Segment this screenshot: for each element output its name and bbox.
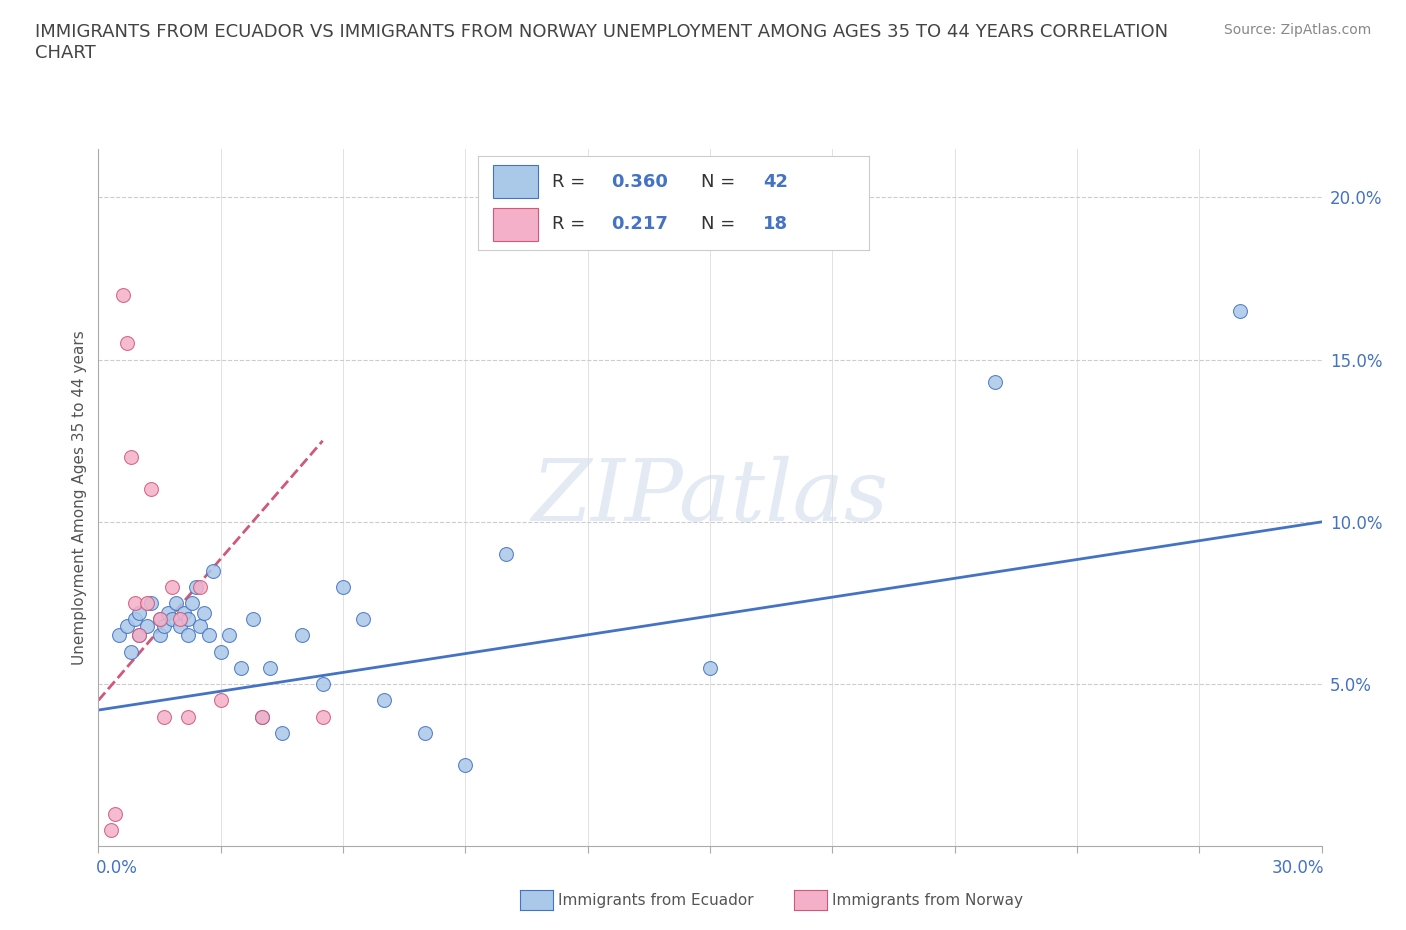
Point: [128, 628, 150, 643]
Point: [218, 628, 240, 643]
Point: [332, 579, 354, 594]
Point: [197, 628, 219, 643]
Point: [231, 660, 253, 675]
Point: [120, 449, 142, 464]
Point: [209, 693, 232, 708]
Point: [141, 482, 163, 497]
Point: [100, 823, 122, 838]
Point: [186, 579, 208, 594]
Text: CHART: CHART: [35, 44, 96, 61]
Point: [173, 605, 195, 620]
Point: [193, 605, 215, 620]
Point: [312, 709, 335, 724]
Point: [120, 644, 142, 659]
Text: 0.0%: 0.0%: [96, 858, 138, 877]
Point: [136, 595, 159, 610]
Point: [291, 628, 314, 643]
Point: [250, 709, 273, 724]
Point: [177, 628, 200, 643]
Point: [124, 595, 146, 610]
Point: [259, 660, 281, 675]
Point: [108, 628, 131, 643]
Point: [141, 595, 163, 610]
Point: [1229, 303, 1251, 318]
Point: [152, 618, 174, 633]
Text: IMMIGRANTS FROM ECUADOR VS IMMIGRANTS FROM NORWAY UNEMPLOYMENT AMONG AGES 35 TO : IMMIGRANTS FROM ECUADOR VS IMMIGRANTS FR…: [35, 23, 1168, 41]
Point: [413, 725, 436, 740]
Point: [160, 579, 183, 594]
Point: [124, 612, 146, 627]
Point: [201, 563, 224, 578]
Point: [250, 709, 273, 724]
Point: [104, 806, 127, 821]
Text: Source: ZipAtlas.com: Source: ZipAtlas.com: [1223, 23, 1371, 37]
Text: Immigrants from Ecuador: Immigrants from Ecuador: [558, 893, 754, 908]
Point: [495, 547, 517, 562]
Point: [188, 579, 212, 594]
Point: [699, 660, 721, 675]
Point: [352, 612, 374, 627]
Point: [181, 595, 204, 610]
Point: [177, 612, 200, 627]
Text: ZIPatlas: ZIPatlas: [531, 457, 889, 538]
Point: [454, 758, 477, 773]
Point: [128, 605, 150, 620]
Point: [128, 628, 150, 643]
Point: [152, 709, 174, 724]
Point: [188, 618, 212, 633]
Point: [242, 612, 264, 627]
Point: [270, 725, 294, 740]
Point: [115, 618, 138, 633]
Text: 30.0%: 30.0%: [1271, 858, 1324, 877]
Text: Immigrants from Norway: Immigrants from Norway: [832, 893, 1024, 908]
Point: [111, 287, 134, 302]
Point: [165, 595, 187, 610]
Point: [149, 612, 172, 627]
Point: [312, 677, 335, 692]
Point: [136, 618, 159, 633]
Point: [373, 693, 395, 708]
Point: [169, 612, 191, 627]
Point: [209, 644, 232, 659]
Point: [984, 375, 1007, 390]
Point: [149, 612, 172, 627]
Y-axis label: Unemployment Among Ages 35 to 44 years: Unemployment Among Ages 35 to 44 years: [72, 330, 87, 665]
Point: [156, 605, 179, 620]
Point: [177, 709, 200, 724]
Point: [169, 618, 191, 633]
Point: [149, 628, 172, 643]
Point: [115, 336, 138, 351]
Point: [160, 612, 183, 627]
